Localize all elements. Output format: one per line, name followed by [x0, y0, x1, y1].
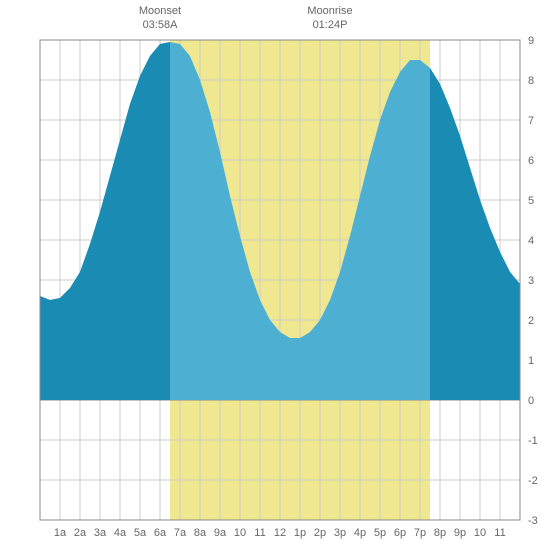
svg-text:9: 9 [528, 35, 534, 47]
svg-text:2p: 2p [314, 527, 326, 539]
moonrise-annotation: Moonrise 01:24P [300, 4, 360, 33]
svg-text:8a: 8a [194, 527, 207, 539]
svg-text:7: 7 [528, 115, 534, 127]
svg-text:4: 4 [528, 235, 534, 247]
svg-text:11: 11 [254, 527, 265, 539]
moonset-time: 03:58A [130, 18, 190, 32]
svg-text:-2: -2 [528, 475, 538, 487]
svg-text:-1: -1 [528, 435, 538, 447]
svg-text:5p: 5p [374, 527, 386, 539]
svg-text:3p: 3p [334, 527, 346, 539]
svg-text:10: 10 [234, 527, 246, 539]
svg-text:2: 2 [528, 315, 534, 327]
svg-text:5: 5 [528, 195, 534, 207]
svg-text:6a: 6a [154, 527, 167, 539]
tide-chart: Moonset 03:58A Moonrise 01:24P -3-2-1012… [0, 0, 550, 550]
moonset-title: Moonset [130, 4, 190, 18]
moonrise-time: 01:24P [300, 18, 360, 32]
svg-text:1: 1 [528, 355, 534, 367]
svg-text:1p: 1p [294, 527, 306, 539]
svg-text:5a: 5a [134, 527, 147, 539]
svg-text:-3: -3 [528, 515, 538, 527]
svg-text:4a: 4a [114, 527, 127, 539]
svg-text:6: 6 [528, 155, 534, 167]
svg-text:2a: 2a [74, 527, 87, 539]
svg-text:11: 11 [494, 527, 505, 539]
svg-text:1a: 1a [54, 527, 67, 539]
svg-text:8p: 8p [434, 527, 446, 539]
chart-svg: -3-2-101234567891a2a3a4a5a6a7a8a9a101112… [0, 0, 550, 550]
svg-text:6p: 6p [394, 527, 406, 539]
svg-text:8: 8 [528, 75, 534, 87]
svg-text:3: 3 [528, 275, 534, 287]
svg-text:0: 0 [528, 395, 534, 407]
svg-text:3a: 3a [94, 527, 107, 539]
moonrise-title: Moonrise [300, 4, 360, 18]
svg-text:7p: 7p [414, 527, 426, 539]
moonset-annotation: Moonset 03:58A [130, 4, 190, 33]
svg-text:9a: 9a [214, 527, 227, 539]
svg-text:10: 10 [474, 527, 486, 539]
svg-text:4p: 4p [354, 527, 366, 539]
svg-text:7a: 7a [174, 527, 187, 539]
svg-text:12: 12 [274, 527, 286, 539]
svg-text:9p: 9p [454, 527, 466, 539]
